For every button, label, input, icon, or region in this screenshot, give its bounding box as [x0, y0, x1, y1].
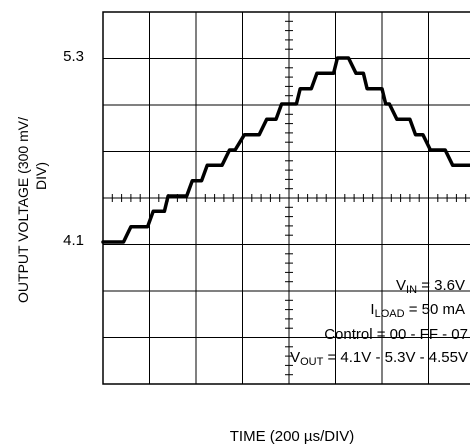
- annotation-vout-rest: = 4.1V - 5.3V - 4.55V: [323, 349, 468, 366]
- annotation-vout-sub: OUT: [300, 356, 324, 368]
- annotation-vout: VOUT = 4.1V - 5.3V - 4.55V: [290, 349, 468, 368]
- annotation-vin: VIN = 3.6V: [396, 277, 465, 296]
- annotation-iload-sub: LOAD: [375, 308, 405, 320]
- annotation-vin-main: V: [396, 277, 406, 294]
- x-axis-label: TIME (200 µs/DIV): [230, 428, 355, 445]
- annotation-vin-sub: IN: [406, 284, 417, 296]
- output-voltage-trace: [101, 56, 470, 244]
- annotation-vout-main: V: [290, 349, 300, 366]
- annotation-iload: ILOAD = 50 mA: [370, 301, 465, 320]
- y-axis-label-line1: OUTPUT VOLTAGE (300 mV/: [15, 117, 31, 303]
- ytick-label-5-3: 5.3: [63, 48, 84, 65]
- annotation-control: Control = 00 - FF - 07: [324, 326, 468, 343]
- annotation-iload-main: I: [370, 301, 374, 318]
- annotation-vin-rest: = 3.6V: [417, 277, 465, 294]
- y-axis-label-line2: DIV): [33, 162, 49, 190]
- ytick-label-4-1: 4.1: [63, 232, 84, 249]
- annotation-iload-rest: = 50 mA: [405, 301, 465, 318]
